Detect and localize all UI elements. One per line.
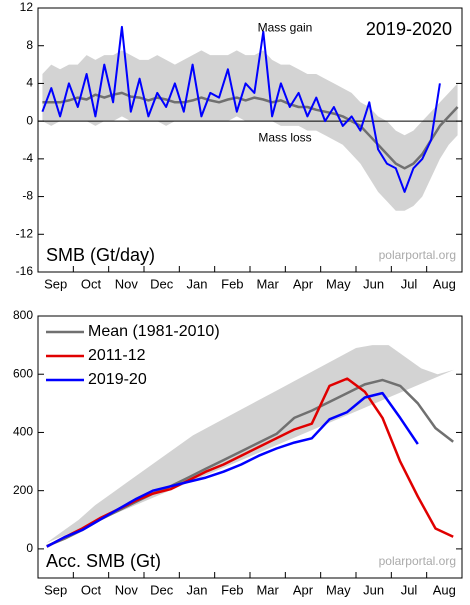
x-tick-label: Apr: [293, 276, 314, 291]
x-tick-label: Feb: [221, 582, 243, 597]
x-tick-label: Dec: [150, 582, 174, 597]
x-tick-label: Nov: [115, 276, 139, 291]
chart-title: 2019-2020: [366, 19, 452, 39]
x-tick-label: Feb: [221, 276, 243, 291]
y-tick-label: 8: [26, 38, 33, 52]
x-tick-label: Jan: [187, 276, 208, 291]
x-tick-label: Oct: [81, 276, 102, 291]
x-tick-label: Jun: [363, 582, 384, 597]
x-tick-label: Jul: [401, 276, 418, 291]
x-tick-label: Jan: [187, 582, 208, 597]
legend-label: 2011-12: [88, 347, 146, 364]
x-tick-label: Aug: [433, 276, 456, 291]
legend-label: Mean (1981-2010): [88, 323, 220, 340]
x-tick-label: Mar: [256, 582, 279, 597]
x-tick-label: Sep: [44, 276, 67, 291]
legend-label: 2019-20: [88, 371, 147, 388]
series-line: [41, 25, 441, 193]
source: polarportal.org: [379, 248, 456, 262]
y-tick-label: 4: [26, 76, 33, 90]
y-tick-label: 0: [26, 113, 33, 127]
x-tick-label: Nov: [115, 582, 139, 597]
y-tick-label: -16: [16, 264, 34, 278]
y-label: SMB (Gt/day): [46, 245, 155, 265]
y-tick-label: 200: [13, 483, 33, 497]
x-tick-label: May: [326, 582, 351, 597]
x-tick-label: May: [326, 276, 351, 291]
y-tick-label: 400: [13, 425, 33, 439]
series-line: [46, 391, 419, 548]
x-tick-label: Jun: [363, 276, 384, 291]
x-tick-label: Mar: [256, 276, 279, 291]
x-tick-label: Sep: [44, 582, 67, 597]
y-tick-label: -8: [22, 189, 33, 203]
annotation: Mass loss: [258, 130, 311, 144]
annotation: Mass gain: [258, 20, 313, 34]
x-tick-label: Oct: [81, 582, 102, 597]
x-tick-label: Jul: [401, 582, 418, 597]
y-tick-label: 12: [20, 0, 34, 14]
y-label: Acc. SMB (Gt): [46, 551, 161, 571]
x-tick-label: Dec: [150, 276, 174, 291]
y-tick-label: 800: [13, 308, 33, 322]
y-tick-label: -12: [16, 226, 34, 240]
y-tick-label: -4: [22, 151, 33, 165]
y-tick-label: 600: [13, 366, 33, 380]
x-tick-label: Aug: [433, 582, 456, 597]
y-tick-label: 0: [26, 541, 33, 555]
source: polarportal.org: [379, 554, 456, 568]
x-tick-label: Apr: [293, 582, 314, 597]
range-band: [42, 50, 458, 211]
